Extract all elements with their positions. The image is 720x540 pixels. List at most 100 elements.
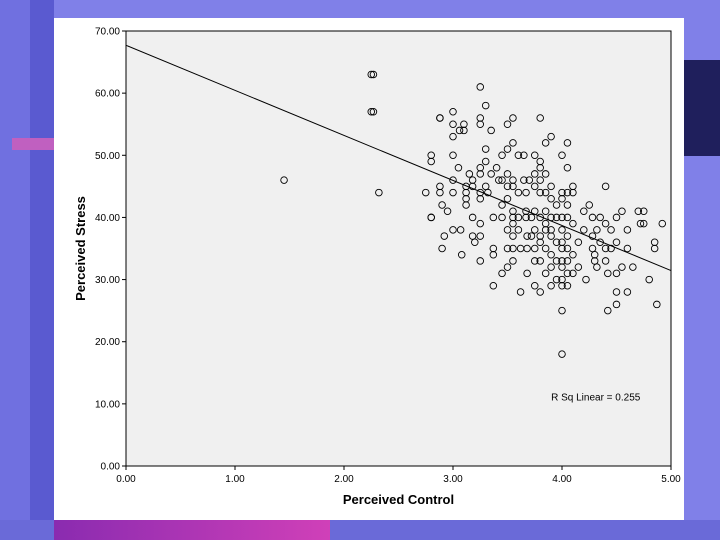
- data-point: [588, 213, 597, 222]
- y-tick-label: 20.00: [95, 337, 120, 348]
- x-tick-label: 4.00: [552, 474, 572, 485]
- data-point: [509, 232, 517, 240]
- data-point: [489, 213, 498, 222]
- data-point: [623, 288, 632, 296]
- data-point: [531, 244, 539, 253]
- data-point: [436, 114, 444, 122]
- data-point: [541, 139, 550, 147]
- x-tick-label: 2.00: [334, 474, 354, 485]
- data-point: [523, 244, 531, 253]
- data-point: [536, 288, 544, 296]
- data-point: [601, 244, 610, 253]
- data-point: [623, 244, 632, 253]
- slide-accent-bar: [12, 138, 60, 150]
- data-point: [498, 201, 506, 209]
- data-point: [547, 250, 555, 259]
- data-point: [523, 232, 531, 240]
- data-point: [558, 151, 566, 160]
- data-point: [607, 226, 615, 234]
- r-squared-annotation: R Sq Linear = 0.255: [551, 393, 641, 404]
- data-point: [593, 263, 601, 271]
- data-point: [593, 226, 601, 234]
- data-point: [438, 244, 446, 253]
- data-point: [541, 269, 550, 278]
- data-point: [563, 188, 572, 197]
- data-point: [457, 250, 466, 259]
- data-point: [509, 114, 517, 122]
- data-point: [569, 219, 577, 228]
- data-point: [536, 188, 544, 197]
- data-point: [367, 108, 376, 116]
- data-point: [468, 182, 477, 191]
- data-point: [525, 176, 534, 184]
- data-point: [476, 232, 485, 240]
- data-point: [574, 238, 583, 247]
- data-point: [541, 170, 550, 178]
- data-point: [612, 269, 621, 278]
- data-point: [541, 207, 550, 215]
- data-point: [476, 120, 485, 128]
- data-point: [489, 250, 498, 259]
- data-point: [481, 101, 490, 110]
- data-point: [516, 288, 525, 296]
- slide-left-band: [30, 0, 54, 540]
- data-point: [449, 151, 457, 160]
- data-point: [509, 219, 517, 228]
- data-point: [503, 244, 512, 253]
- data-point: [640, 219, 648, 228]
- data-point: [514, 188, 523, 197]
- data-point: [280, 176, 288, 184]
- data-point: [489, 282, 498, 290]
- data-point: [514, 151, 523, 160]
- data-point: [498, 269, 506, 278]
- data-point: [650, 244, 659, 253]
- data-point: [522, 188, 530, 197]
- y-tick-label: 40.00: [95, 213, 120, 224]
- data-points: [280, 70, 667, 358]
- data-point: [449, 132, 457, 141]
- data-point: [563, 139, 572, 147]
- data-point: [536, 176, 544, 184]
- y-tick-label: 30.00: [95, 275, 120, 286]
- data-point: [563, 232, 572, 240]
- data-point: [636, 219, 645, 228]
- data-point: [531, 226, 539, 234]
- data-point: [527, 213, 536, 222]
- data-point: [531, 151, 539, 160]
- data-point: [503, 182, 512, 191]
- data-point: [487, 126, 495, 135]
- y-tick-label: 50.00: [95, 151, 120, 162]
- data-point: [438, 201, 446, 209]
- data-point: [509, 139, 517, 147]
- data-point: [436, 188, 444, 197]
- y-tick-label: 0.00: [101, 462, 121, 473]
- data-point: [558, 306, 566, 315]
- data-point: [612, 213, 621, 222]
- data-point: [653, 300, 661, 309]
- data-point: [498, 176, 506, 184]
- data-point: [547, 263, 555, 271]
- data-point: [456, 226, 465, 234]
- data-point: [536, 238, 544, 247]
- data-point: [460, 126, 468, 135]
- data-point: [536, 163, 544, 172]
- data-point: [440, 232, 449, 240]
- data-point: [547, 195, 555, 203]
- x-axis-title: Perceived Control: [343, 492, 454, 507]
- data-point: [503, 170, 512, 178]
- data-point: [476, 170, 485, 178]
- data-point: [604, 306, 612, 315]
- data-point: [455, 126, 464, 135]
- data-point: [503, 120, 512, 128]
- data-point: [509, 244, 517, 253]
- data-point: [601, 257, 610, 265]
- data-point: [509, 257, 517, 265]
- data-point: [618, 207, 626, 215]
- data-point: [640, 207, 648, 215]
- data-point: [476, 83, 485, 91]
- data-point: [527, 232, 536, 240]
- data-point: [585, 201, 594, 209]
- y-tick-label: 60.00: [95, 89, 120, 100]
- data-point: [498, 213, 506, 222]
- data-point: [558, 282, 566, 290]
